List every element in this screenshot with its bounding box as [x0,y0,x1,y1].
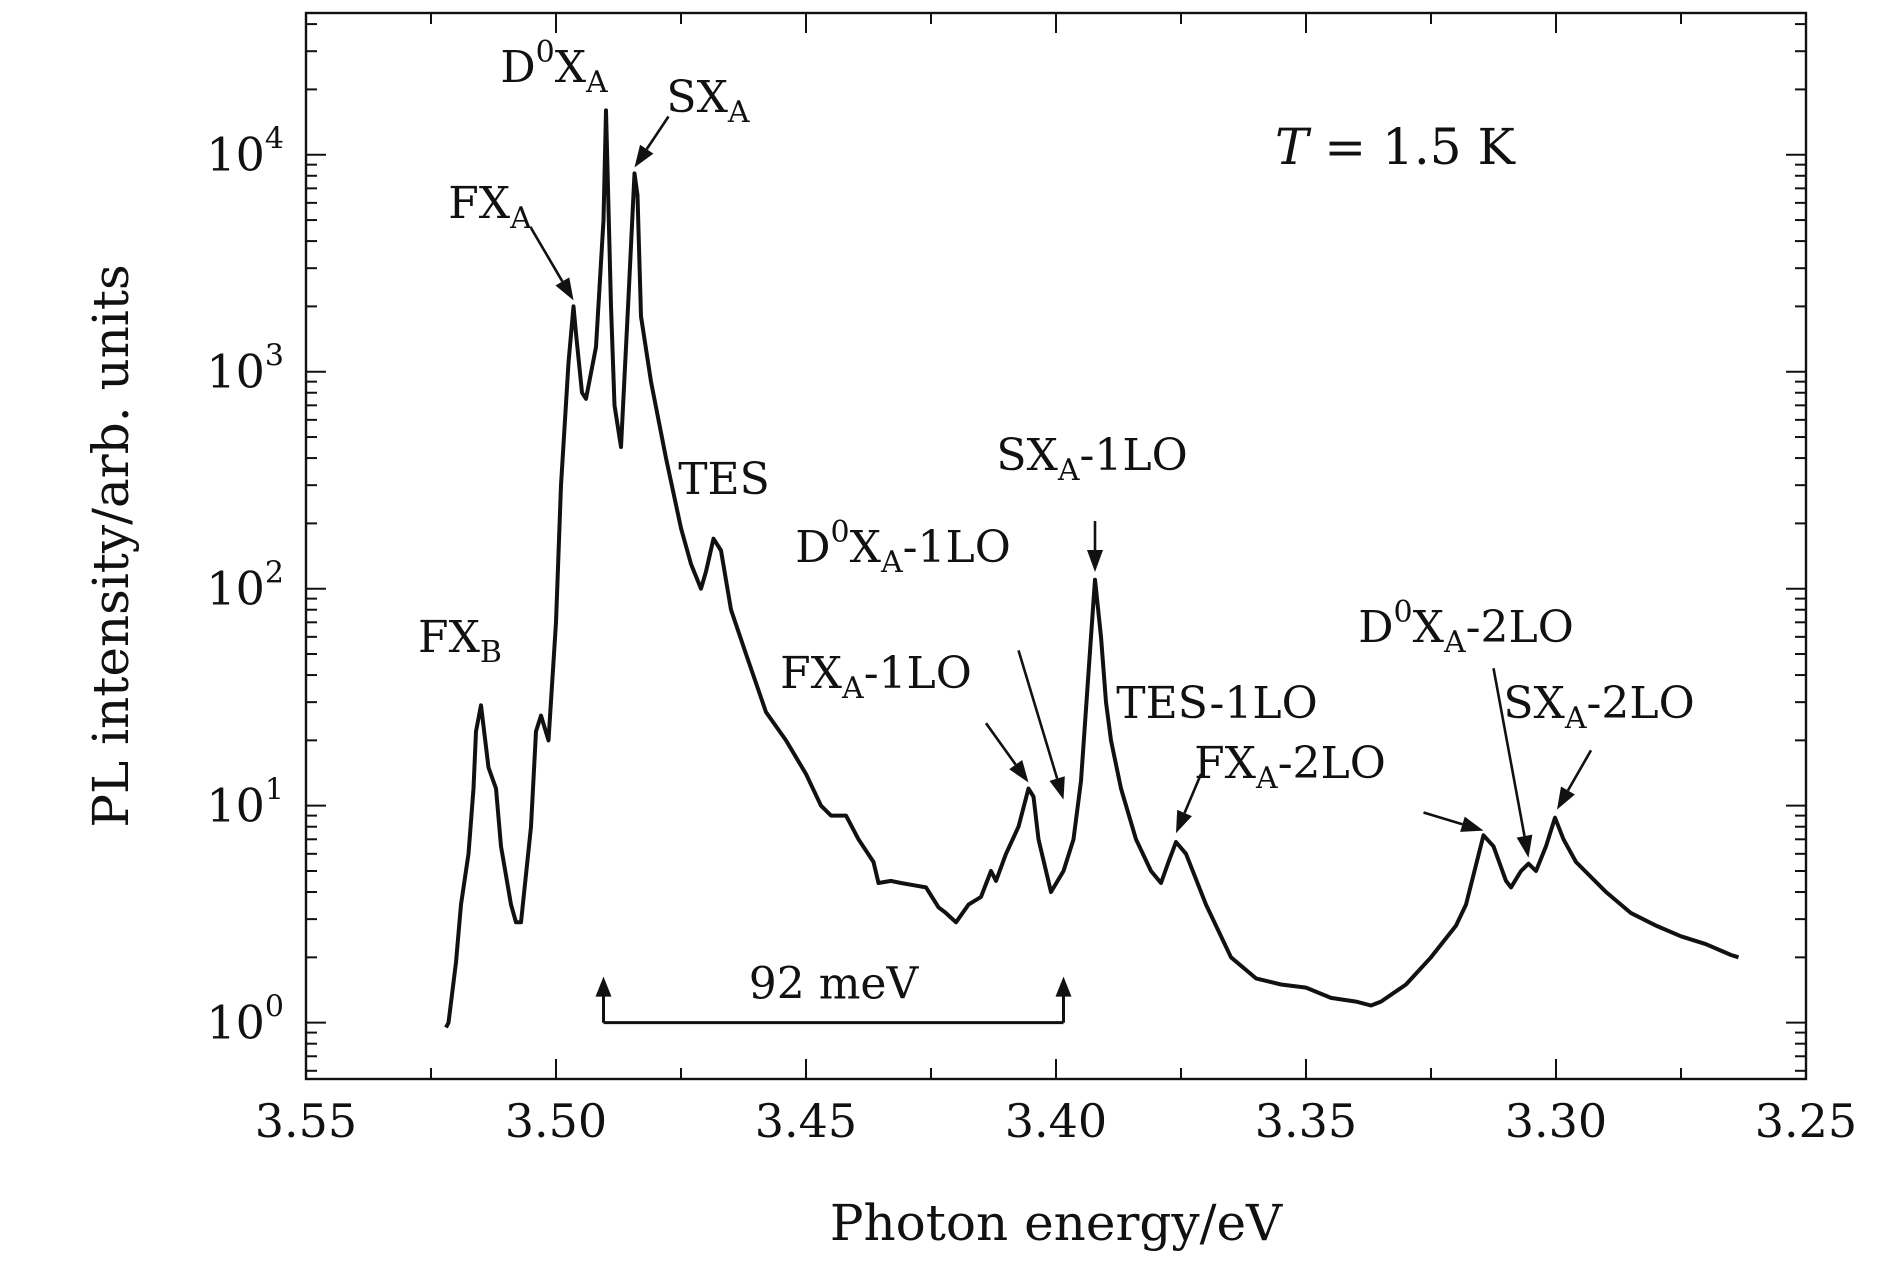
annotation-arrow-d0xa-2lo [1492,667,1526,837]
annotation-arrow-fxa-2lo [1423,811,1463,826]
annotation-fxa-1lo: FXA-1LO [780,648,972,706]
y-axis-title: PL intensity/arb. units [82,264,140,827]
x-tick-label: 3.25 [1755,1094,1857,1148]
annotation-sxa-2lo: SXA-2LO [1503,678,1694,736]
temperature-value: = 1.5 K [1308,118,1516,176]
annotation-arrow-tes-1lo [1183,773,1203,814]
annotation-arrowhead-sxa [634,144,654,168]
x-axis-title: Photon energy/eV [830,1194,1283,1252]
temperature-label: T = 1.5 K [1275,118,1516,176]
span-arrowhead [1055,976,1072,997]
x-tick-label: 3.35 [1255,1094,1357,1148]
annotation-arrowhead-sxa-2lo [1557,786,1575,810]
annotation-d0xa: D0XA [500,35,608,100]
annotation-fxa: FXA [448,178,532,236]
x-axis-ticks: 3.55 3.50 3.45 3.40 3.35 3.30 3.25 [255,13,1857,1148]
series-group [444,108,1740,1029]
y-tick-label: 100 [206,990,284,1050]
annotation-arrow-sxa-2lo [1566,749,1593,792]
x-tick-label: 3.55 [255,1094,357,1148]
annotation-arrowhead-fxa-1lo [1009,759,1029,783]
annotation-arrowhead-fxa [555,277,574,301]
annotation-arrow-sxa [645,115,670,150]
y-tick-label: 104 [206,122,284,182]
annotation-tes-1lo: TES-1LO [1116,678,1317,729]
x-tick-label: 3.50 [505,1094,607,1148]
annotation-tes: TES [678,454,770,505]
annotation-fxb: FXB [418,612,502,670]
annotation-arrow-fxa-1lo [984,722,1017,766]
annotation-arrowhead-d0xa-1lo [1049,776,1065,800]
x-tick-label: 3.45 [755,1094,857,1148]
annotation-arrowhead-tes-1lo [1176,809,1192,834]
annotation-arrow-fxa [529,227,564,283]
annotation-d0xa-2lo: D0XA-2LO [1358,595,1574,660]
y-tick-label: 101 [206,773,284,833]
annotation-sxa-1lo: SXA-1LO [996,430,1187,488]
y-tick-label: 103 [206,339,284,399]
pl-spectrum-line [444,108,1740,1029]
x-tick-label: 3.40 [1005,1094,1107,1148]
annotation-sxa: SXA [666,72,749,130]
annotation-arrowhead-d0xa-2lo [1516,834,1533,858]
y-tick-label: 102 [206,556,284,616]
annotation-fxa-2lo: FXA-2LO [1194,738,1386,796]
annotation-d0xa-1lo: D0XA-1LO [795,515,1011,580]
annotation-arrowhead-fxa-2lo [1460,816,1484,832]
span-arrowhead [595,976,612,997]
annotation-arrowhead-sxa-1lo [1087,550,1103,573]
peak-annotations: FXB FXA D0XA SXA TES FXA-1LO D0XA-1LO SXA-1LO TE… [418,35,1695,858]
energy-span-marker: 92 meV [595,959,1072,1025]
span-label: 92 meV [749,959,920,1010]
temperature-variable: T [1275,118,1312,176]
annotation-arrow-d0xa-1lo [1017,649,1059,779]
y-axis-ticks: 100 101 102 103 104 [206,23,1806,1072]
x-tick-label: 3.30 [1505,1094,1607,1148]
